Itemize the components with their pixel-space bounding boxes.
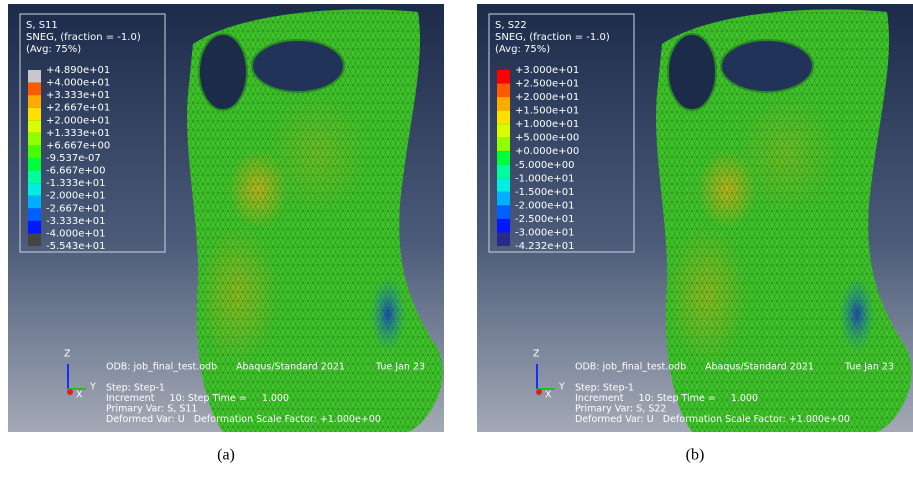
legend-value: +2.000e+01 xyxy=(46,115,110,126)
legend-swatch xyxy=(28,171,41,184)
legend-title: S, S22 xyxy=(495,20,527,31)
legend-swatch xyxy=(28,120,41,133)
step-info: Step: Step-1 xyxy=(106,383,165,394)
caption: (a) xyxy=(217,447,235,464)
run-date: Tue Jan 23 xyxy=(844,362,894,373)
legend-swatch xyxy=(28,83,41,96)
legend-swatch xyxy=(28,145,41,158)
legend-value: -3.333e+01 xyxy=(46,216,106,227)
opening xyxy=(668,34,716,110)
legend-swatch xyxy=(497,192,510,206)
legend-value: +2.000e+01 xyxy=(515,92,579,103)
legend-value: +4.890e+01 xyxy=(46,65,110,76)
legend-value: -1.333e+01 xyxy=(46,178,106,189)
legend-title: SNEG, (fraction = -1.0) xyxy=(26,32,141,43)
step-info: Step: Step-1 xyxy=(575,383,634,394)
legend-value: -5.000e+00 xyxy=(515,160,575,171)
legend-value: +2.500e+01 xyxy=(515,79,579,90)
legend-value: -2.000e+01 xyxy=(515,200,575,211)
legend-value: -4.232e+01 xyxy=(515,241,575,252)
legend-swatch xyxy=(497,84,510,98)
legend-swatch xyxy=(28,108,41,121)
caption: (b) xyxy=(686,447,705,464)
legend-value: -9.537e-07 xyxy=(46,153,101,164)
triad-label: X xyxy=(545,390,552,401)
triad-label: Y xyxy=(558,382,565,393)
legend-swatch xyxy=(497,70,510,84)
legend-value: +6.667e+00 xyxy=(46,140,110,151)
triad-x xyxy=(67,389,73,395)
triad-label: Z xyxy=(533,349,540,360)
legend-value: -2.000e+01 xyxy=(46,191,106,202)
legend-swatch xyxy=(497,151,510,165)
legend-title: (Avg: 75%) xyxy=(26,44,81,55)
legend-title: SNEG, (fraction = -1.0) xyxy=(495,32,610,43)
legend-swatch xyxy=(28,158,41,171)
legend-swatch xyxy=(497,111,510,125)
legend-value: +1.333e+01 xyxy=(46,128,110,139)
legend-value: +0.000e+00 xyxy=(515,146,579,157)
legend-swatch xyxy=(497,232,510,246)
legend-title: (Avg: 75%) xyxy=(495,44,550,55)
opening xyxy=(199,34,247,110)
triad-label: Y xyxy=(89,382,96,393)
step-info: Primary Var: S, S11 xyxy=(106,404,197,415)
opening xyxy=(252,40,344,92)
legend-swatch xyxy=(28,221,41,234)
legend-swatch xyxy=(497,97,510,111)
legend-value: -2.667e+01 xyxy=(46,203,106,214)
legend-value: -1.000e+01 xyxy=(515,173,575,184)
legend-value: +3.333e+01 xyxy=(46,90,110,101)
triad-x xyxy=(536,389,542,395)
legend-value: -3.000e+01 xyxy=(515,227,575,238)
legend-swatch xyxy=(497,219,510,233)
odb-name: ODB: job_final_test.odb xyxy=(106,362,217,373)
legend-swatch xyxy=(28,95,41,108)
step-info: Deformed Var: U Deformation Scale Factor… xyxy=(575,414,850,425)
legend-swatch xyxy=(497,124,510,138)
step-info: Increment 10: Step Time = 1.000 xyxy=(575,393,758,404)
run-date: Tue Jan 23 xyxy=(375,362,425,373)
legend-value: +5.000e+00 xyxy=(515,133,579,144)
legend-swatch xyxy=(497,138,510,152)
step-info: Primary Var: S, S22 xyxy=(575,404,666,415)
legend-value: -6.667e+00 xyxy=(46,166,106,177)
odb-name: ODB: job_final_test.odb xyxy=(575,362,686,373)
legend-value: +4.000e+01 xyxy=(46,78,110,89)
legend-swatch xyxy=(28,208,41,221)
legend-swatch xyxy=(28,196,41,209)
legend-title: S, S11 xyxy=(26,20,58,31)
step-info: Increment 10: Step Time = 1.000 xyxy=(106,393,289,404)
legend-value: +3.000e+01 xyxy=(515,65,579,76)
step-info: Deformed Var: U Deformation Scale Factor… xyxy=(106,414,381,425)
figure: S, S11SNEG, (fraction = -1.0)(Avg: 75%)+… xyxy=(0,0,913,473)
legend-value: +1.000e+01 xyxy=(515,119,579,130)
legend-swatch xyxy=(497,205,510,219)
legend-value: -1.500e+01 xyxy=(515,187,575,198)
solver-version: Abaqus/Standard 2021 xyxy=(236,362,345,373)
legend-value: +1.500e+01 xyxy=(515,106,579,117)
legend-value: -2.500e+01 xyxy=(515,214,575,225)
legend-value: -4.000e+01 xyxy=(46,228,106,239)
triad-label: Z xyxy=(64,349,71,360)
legend-swatch xyxy=(28,133,41,146)
legend-swatch xyxy=(28,233,41,246)
legend-swatch xyxy=(497,165,510,179)
legend-value: +2.667e+01 xyxy=(46,103,110,114)
triad-label: X xyxy=(76,390,83,401)
legend-swatch xyxy=(28,70,41,83)
legend-swatch xyxy=(28,183,41,196)
solver-version: Abaqus/Standard 2021 xyxy=(705,362,814,373)
opening xyxy=(721,40,813,92)
legend-swatch xyxy=(497,178,510,192)
legend-value: -5.543e+01 xyxy=(46,241,106,252)
